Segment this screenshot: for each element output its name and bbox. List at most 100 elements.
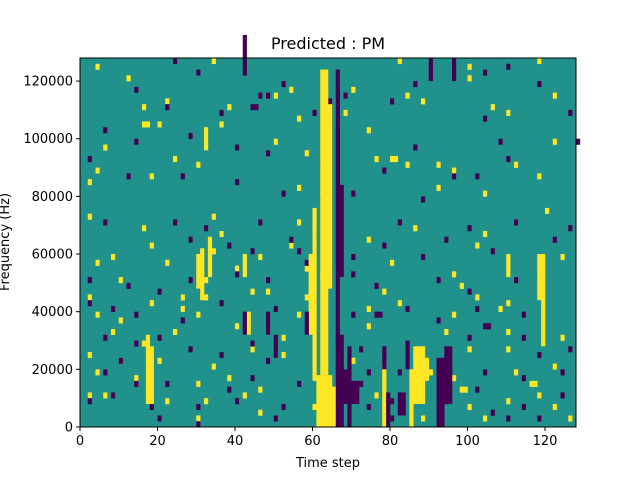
heatmap-cell-high <box>390 156 395 163</box>
heatmap-cell-high <box>467 403 472 411</box>
y-tick-label: 60000 <box>32 248 73 263</box>
heatmap-cell-high <box>529 380 534 387</box>
heatmap-cell-high <box>490 104 495 111</box>
heatmap-cell-high <box>498 305 503 312</box>
heatmap-band-low <box>266 311 271 335</box>
heatmap-cell-low <box>157 288 162 295</box>
heatmap-cell-high <box>483 415 488 422</box>
y-tick-label: 20000 <box>32 363 73 378</box>
heatmap-cell-high <box>506 300 511 307</box>
heatmap-cell-high <box>537 392 542 399</box>
heatmap-cell-low <box>366 369 371 376</box>
y-tick-label: 100000 <box>23 132 73 147</box>
heatmap-cell-low <box>273 305 278 312</box>
chart-title: Predicted : PM <box>271 34 385 53</box>
heatmap-cell-low <box>188 346 193 353</box>
heatmap-band-low <box>273 334 278 358</box>
heatmap-cell-high <box>103 144 108 151</box>
heatmap-cell-high <box>142 104 147 111</box>
heatmap-cell-high <box>196 380 201 387</box>
heatmap-cell-low <box>196 69 201 76</box>
heatmap-cell-low <box>576 138 581 145</box>
heatmap-cell-high <box>452 167 457 174</box>
heatmap-cell-high <box>297 115 302 122</box>
heatmap-cell-high <box>366 305 371 312</box>
y-tick-label: 80000 <box>32 190 73 205</box>
heatmap-cell-low <box>560 392 565 399</box>
heatmap-cell-high <box>467 75 472 82</box>
heatmap-cell-low <box>111 392 116 399</box>
y-tick-label: 0 <box>65 421 73 436</box>
heatmap-cell-low <box>165 104 170 111</box>
heatmap-cell-low <box>343 92 348 99</box>
heatmap-cell-low <box>467 334 472 341</box>
heatmap-band-low <box>382 346 387 370</box>
heatmap-cell-low <box>235 398 240 405</box>
heatmap-band-low <box>339 334 344 427</box>
heatmap-cell-low <box>126 282 131 289</box>
heatmap-cell-high <box>87 294 92 301</box>
heatmap-cell-high <box>157 121 162 128</box>
heatmap-cell-low <box>521 311 526 318</box>
heatmap-cell-high <box>506 109 511 116</box>
heatmap-cell-high <box>258 386 263 393</box>
heatmap-cell-high <box>374 156 379 163</box>
heatmap-band-low <box>401 392 406 416</box>
heatmap-cell-high <box>227 375 232 382</box>
heatmap-cell-low <box>514 219 519 226</box>
heatmap-cell-high <box>87 213 92 220</box>
heatmap-cell-high <box>211 363 216 370</box>
heatmap-cell-low <box>250 248 255 255</box>
heatmap-cell-low <box>219 300 224 307</box>
heatmap-cell-high <box>273 138 278 145</box>
heatmap-cell-high <box>165 259 170 266</box>
heatmap-cell-low <box>103 369 108 376</box>
heatmap-cell-high <box>111 328 116 336</box>
heatmap-cell-low <box>568 225 573 232</box>
heatmap-cell-high <box>87 352 92 359</box>
heatmap-cell-low <box>304 259 309 266</box>
heatmap-band-low <box>386 392 391 427</box>
heatmap-cell-low <box>490 248 495 255</box>
heatmap-cell-low <box>475 305 480 312</box>
heatmap-cell-high <box>235 265 240 272</box>
heatmap-cell-high <box>397 300 402 307</box>
heatmap-cell-low <box>87 156 92 163</box>
heatmap-cell-low <box>134 311 139 318</box>
heatmap-cell-low <box>134 380 139 387</box>
y-axis: 0 20000 40000 60000 80000 100000 120000 <box>23 75 80 436</box>
heatmap-cell-low <box>521 403 526 411</box>
heatmap-cell-high <box>374 392 379 399</box>
heatmap-cell-low <box>390 398 395 405</box>
heatmap-cell-low <box>475 173 480 180</box>
heatmap-cell-high <box>145 121 151 128</box>
heatmap-cell-high <box>235 323 240 330</box>
heatmap-cell-low <box>227 386 232 393</box>
x-tick-label: 40 <box>227 434 244 449</box>
heatmap-cell-high <box>297 219 302 226</box>
heatmap-cell-low <box>405 305 410 312</box>
heatmap-cell-low <box>498 138 503 145</box>
heatmap-cell-high <box>95 63 100 70</box>
heatmap-cell-high <box>533 380 538 387</box>
heatmap-cell-high <box>281 352 286 359</box>
heatmap-cell-low <box>378 311 383 318</box>
heatmap-cell-high <box>95 311 100 318</box>
heatmap-cell-high <box>196 311 201 318</box>
heatmap-cell-high <box>173 156 178 163</box>
heatmap-cell-high <box>250 288 255 295</box>
heatmap-cell-low <box>506 415 511 422</box>
heatmap-cell-high <box>142 225 147 232</box>
heatmap-band-low <box>347 346 352 427</box>
heatmap-cell-high <box>289 86 294 93</box>
heatmap-band-high <box>200 248 205 301</box>
heatmap-cell-high <box>196 161 201 168</box>
heatmap-cell-low <box>219 109 224 116</box>
heatmap-cell-high <box>157 357 162 364</box>
heatmap-band-high <box>246 311 251 335</box>
heatmap-cell-low <box>111 305 116 312</box>
plot-frame <box>79 57 577 428</box>
heatmap-cell-low <box>297 380 302 387</box>
heatmap-cell-low <box>118 357 123 364</box>
heatmap-cell-high <box>366 127 371 134</box>
